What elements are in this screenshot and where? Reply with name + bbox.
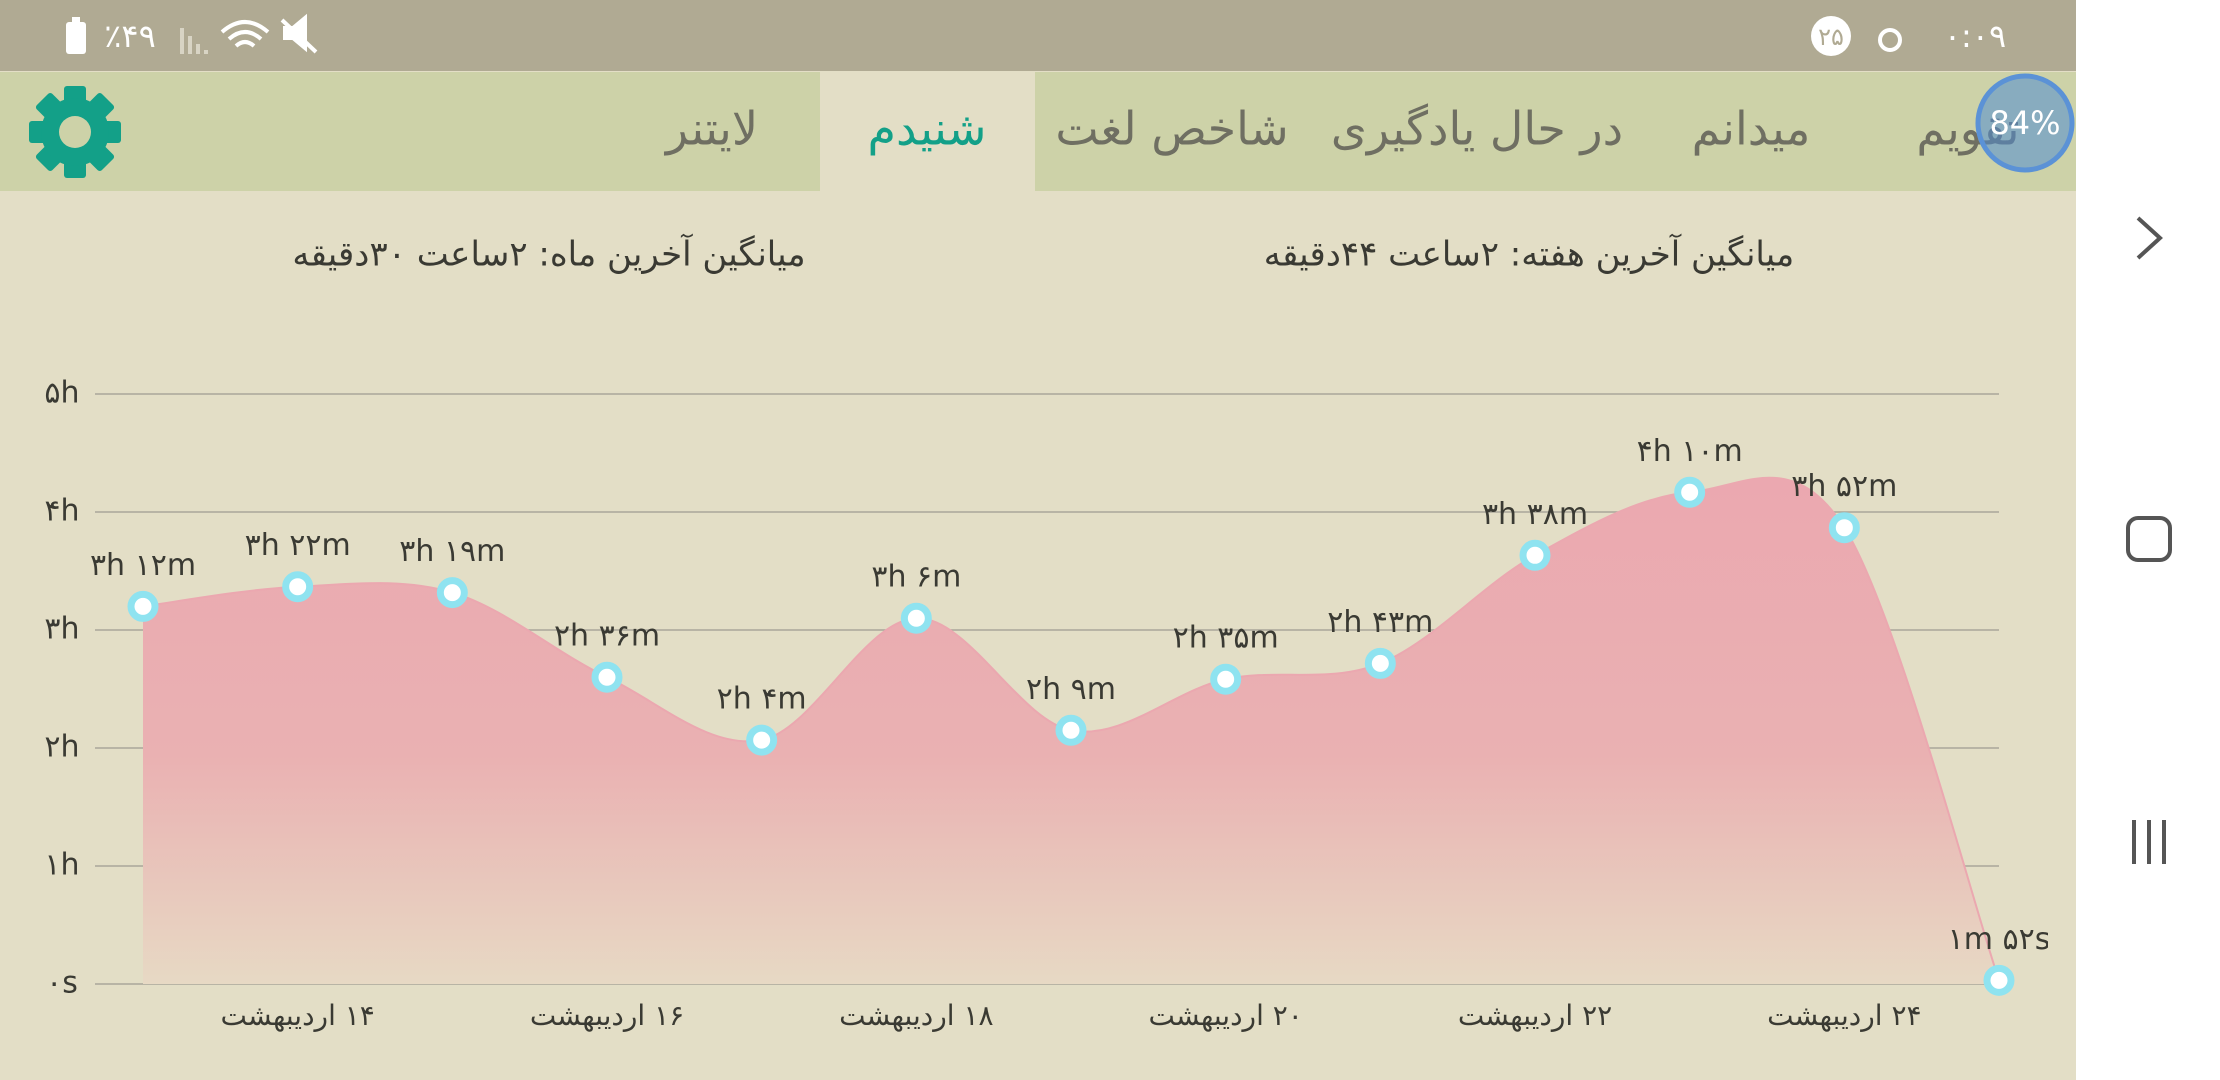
- value-label: ۳h ۲۲m: [245, 528, 351, 563]
- value-label: ۲h ۹m: [1026, 672, 1116, 707]
- tab[interactable]: میدانم: [1692, 102, 1811, 156]
- point: [1828, 512, 1860, 544]
- mute-icon: [280, 13, 318, 54]
- clock: ۰:۰۹: [1944, 17, 2006, 55]
- home-button[interactable]: [2126, 516, 2172, 562]
- battery-tip: [72, 17, 80, 23]
- value-label: ۲h ۴m: [717, 682, 807, 717]
- point: [1210, 663, 1242, 695]
- x-tick-label: ۲۲ اردیبهشت: [1458, 999, 1612, 1032]
- x-tick-label: ۱۶ اردیبهشت: [530, 999, 684, 1032]
- point: [436, 577, 468, 609]
- notification-circle: [1811, 16, 1851, 56]
- line: [142, 476, 2000, 981]
- wifi-icon: [220, 20, 270, 48]
- point: [1364, 647, 1396, 679]
- value-label: ۲h ۳۵m: [1173, 621, 1279, 656]
- x-tick-label: ۱۴ اردیبهشت: [220, 999, 374, 1032]
- value-label: ۳h ۵۲m: [1791, 469, 1897, 504]
- point: [746, 724, 778, 756]
- tab[interactable]: در حال یادگیری: [1331, 102, 1623, 157]
- y-tick-label: ۵h: [44, 376, 79, 411]
- point: [1519, 539, 1551, 571]
- month-average: میانگین آخرین ماه: ۲ساعت ۳۰دقیقه: [292, 234, 805, 275]
- tab[interactable]: لایتنر: [664, 102, 758, 157]
- value-label: ۲h ۳۶m: [554, 619, 660, 654]
- active-tab-bg: [820, 72, 1035, 191]
- sun-icon: [1878, 28, 1902, 52]
- y-tick-label: ۱h: [44, 848, 79, 883]
- status-bar: [0, 0, 2076, 71]
- y-tick-label: ۳h: [44, 612, 79, 647]
- battery-text: ٪۴۹: [104, 17, 156, 55]
- nav-bar: [2076, 0, 2220, 1080]
- value-label: ۳h ۱۹m: [399, 534, 505, 569]
- point: [1983, 964, 2015, 996]
- point: [282, 571, 314, 603]
- overlay-bubble[interactable]: [1975, 73, 2075, 173]
- status-icons: [66, 13, 1902, 56]
- signal-icon: [180, 28, 208, 54]
- battery-icon: [66, 22, 86, 54]
- back-button[interactable]: [2136, 216, 2163, 260]
- y-tick-label: ۰s: [46, 966, 78, 1001]
- value-label: ۴h ۱۰m: [1637, 434, 1743, 469]
- notification-count: ۲۵: [1818, 23, 1844, 51]
- chart: ۰s ۱h ۲h ۳h ۴h ۵h ۳h ۱۲m ۳h ۲۲m ۱۴ اردیبهشت ۳h ۱۹…: [44, 376, 2051, 1033]
- tab[interactable]: شنیدم: [868, 102, 987, 156]
- overlay-badge: 84%: [1989, 104, 2060, 142]
- point: [1674, 476, 1706, 508]
- y-tick-label: ۲h: [44, 730, 79, 765]
- week-average: میانگین آخرین هفته: ۲ساعت ۴۴دقیقه: [1264, 234, 1795, 275]
- x-tick-label: ۲۰ اردیبهشت: [1148, 999, 1302, 1032]
- tab[interactable]: شاخص لغت: [1055, 102, 1288, 157]
- tab-bar: [0, 72, 2076, 191]
- value-label: ۱m ۵۲s: [1948, 922, 2051, 957]
- value-label: ۲h ۴۳m: [1327, 605, 1433, 640]
- recents-button[interactable]: [2132, 820, 2166, 864]
- value-label: ۳h ۶m: [871, 560, 961, 595]
- value-label: ۳h ۱۲m: [90, 548, 196, 583]
- point: [1055, 714, 1087, 746]
- point: [900, 602, 932, 634]
- x-tick-label: ۲۴ اردیبهشت: [1767, 999, 1921, 1032]
- point: [591, 661, 623, 693]
- y-tick-label: ۴h: [44, 494, 79, 529]
- value-label: ۳h ۳۸m: [1482, 497, 1588, 532]
- x-tick-label: ۱۸ اردیبهشت: [839, 999, 993, 1032]
- point: [127, 590, 159, 622]
- settings-button[interactable]: [29, 86, 121, 178]
